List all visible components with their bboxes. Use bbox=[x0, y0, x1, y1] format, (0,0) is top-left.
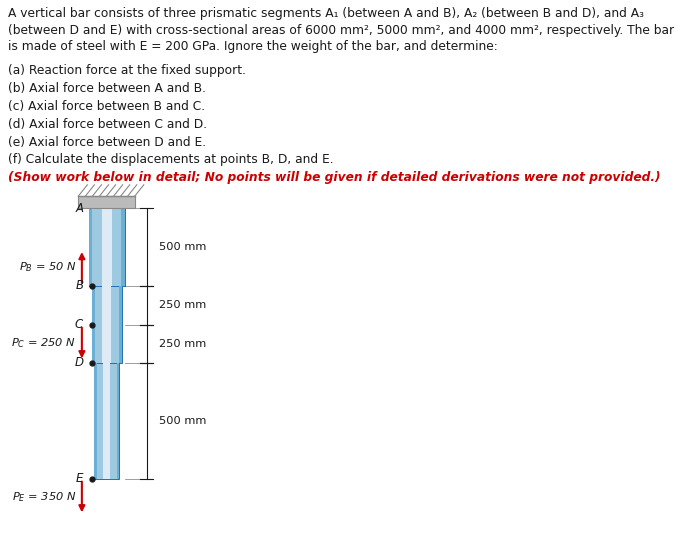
Text: (c) Axial force between B and C.: (c) Axial force between B and C. bbox=[8, 100, 206, 113]
Text: (e) Axial force between D and E.: (e) Axial force between D and E. bbox=[8, 136, 206, 148]
Text: $P_C$ = 250 N: $P_C$ = 250 N bbox=[12, 336, 76, 350]
Bar bbox=[116, 363, 119, 479]
Bar bbox=[89, 208, 125, 286]
Text: 500 mm: 500 mm bbox=[159, 242, 206, 252]
Bar bbox=[121, 208, 125, 286]
Bar bbox=[103, 363, 110, 479]
Bar bbox=[94, 363, 119, 479]
Text: $P_E$ = 350 N: $P_E$ = 350 N bbox=[12, 490, 76, 504]
Text: (f) Calculate the displacements at points B, D, and E.: (f) Calculate the displacements at point… bbox=[8, 153, 334, 166]
Text: $P_B$ = 50 N: $P_B$ = 50 N bbox=[19, 260, 76, 274]
Text: C: C bbox=[75, 318, 83, 332]
Bar bbox=[92, 286, 94, 363]
Bar bbox=[119, 286, 122, 363]
Bar bbox=[102, 208, 111, 286]
Text: 250 mm: 250 mm bbox=[159, 300, 206, 310]
Text: B: B bbox=[75, 279, 83, 292]
Bar bbox=[92, 286, 122, 363]
Text: E: E bbox=[76, 472, 83, 486]
Text: (a) Reaction force at the fixed support.: (a) Reaction force at the fixed support. bbox=[8, 64, 246, 77]
Text: 500 mm: 500 mm bbox=[159, 416, 206, 426]
Text: (d) Axial force between C and D.: (d) Axial force between C and D. bbox=[8, 118, 207, 130]
Text: (Show work below in detail; No points will be given if detailed derivations were: (Show work below in detail; No points wi… bbox=[8, 171, 661, 184]
Bar bbox=[89, 208, 92, 286]
Text: 250 mm: 250 mm bbox=[159, 339, 206, 349]
Text: (between D and E) with cross-sectional areas of 6000 mm², 5000 mm², and 4000 mm²: (between D and E) with cross-sectional a… bbox=[8, 24, 674, 36]
Text: A: A bbox=[75, 202, 83, 215]
Text: (b) Axial force between A and B.: (b) Axial force between A and B. bbox=[8, 82, 206, 95]
Text: D: D bbox=[74, 356, 83, 370]
Bar bbox=[78, 196, 135, 208]
Bar bbox=[94, 363, 97, 479]
Bar bbox=[103, 286, 111, 363]
Text: is made of steel with E = 200 GPa. Ignore the weight of the bar, and determine:: is made of steel with E = 200 GPa. Ignor… bbox=[8, 40, 498, 53]
Text: A vertical bar consists of three prismatic segments A₁ (between A and B), A₂ (be: A vertical bar consists of three prismat… bbox=[8, 7, 644, 20]
